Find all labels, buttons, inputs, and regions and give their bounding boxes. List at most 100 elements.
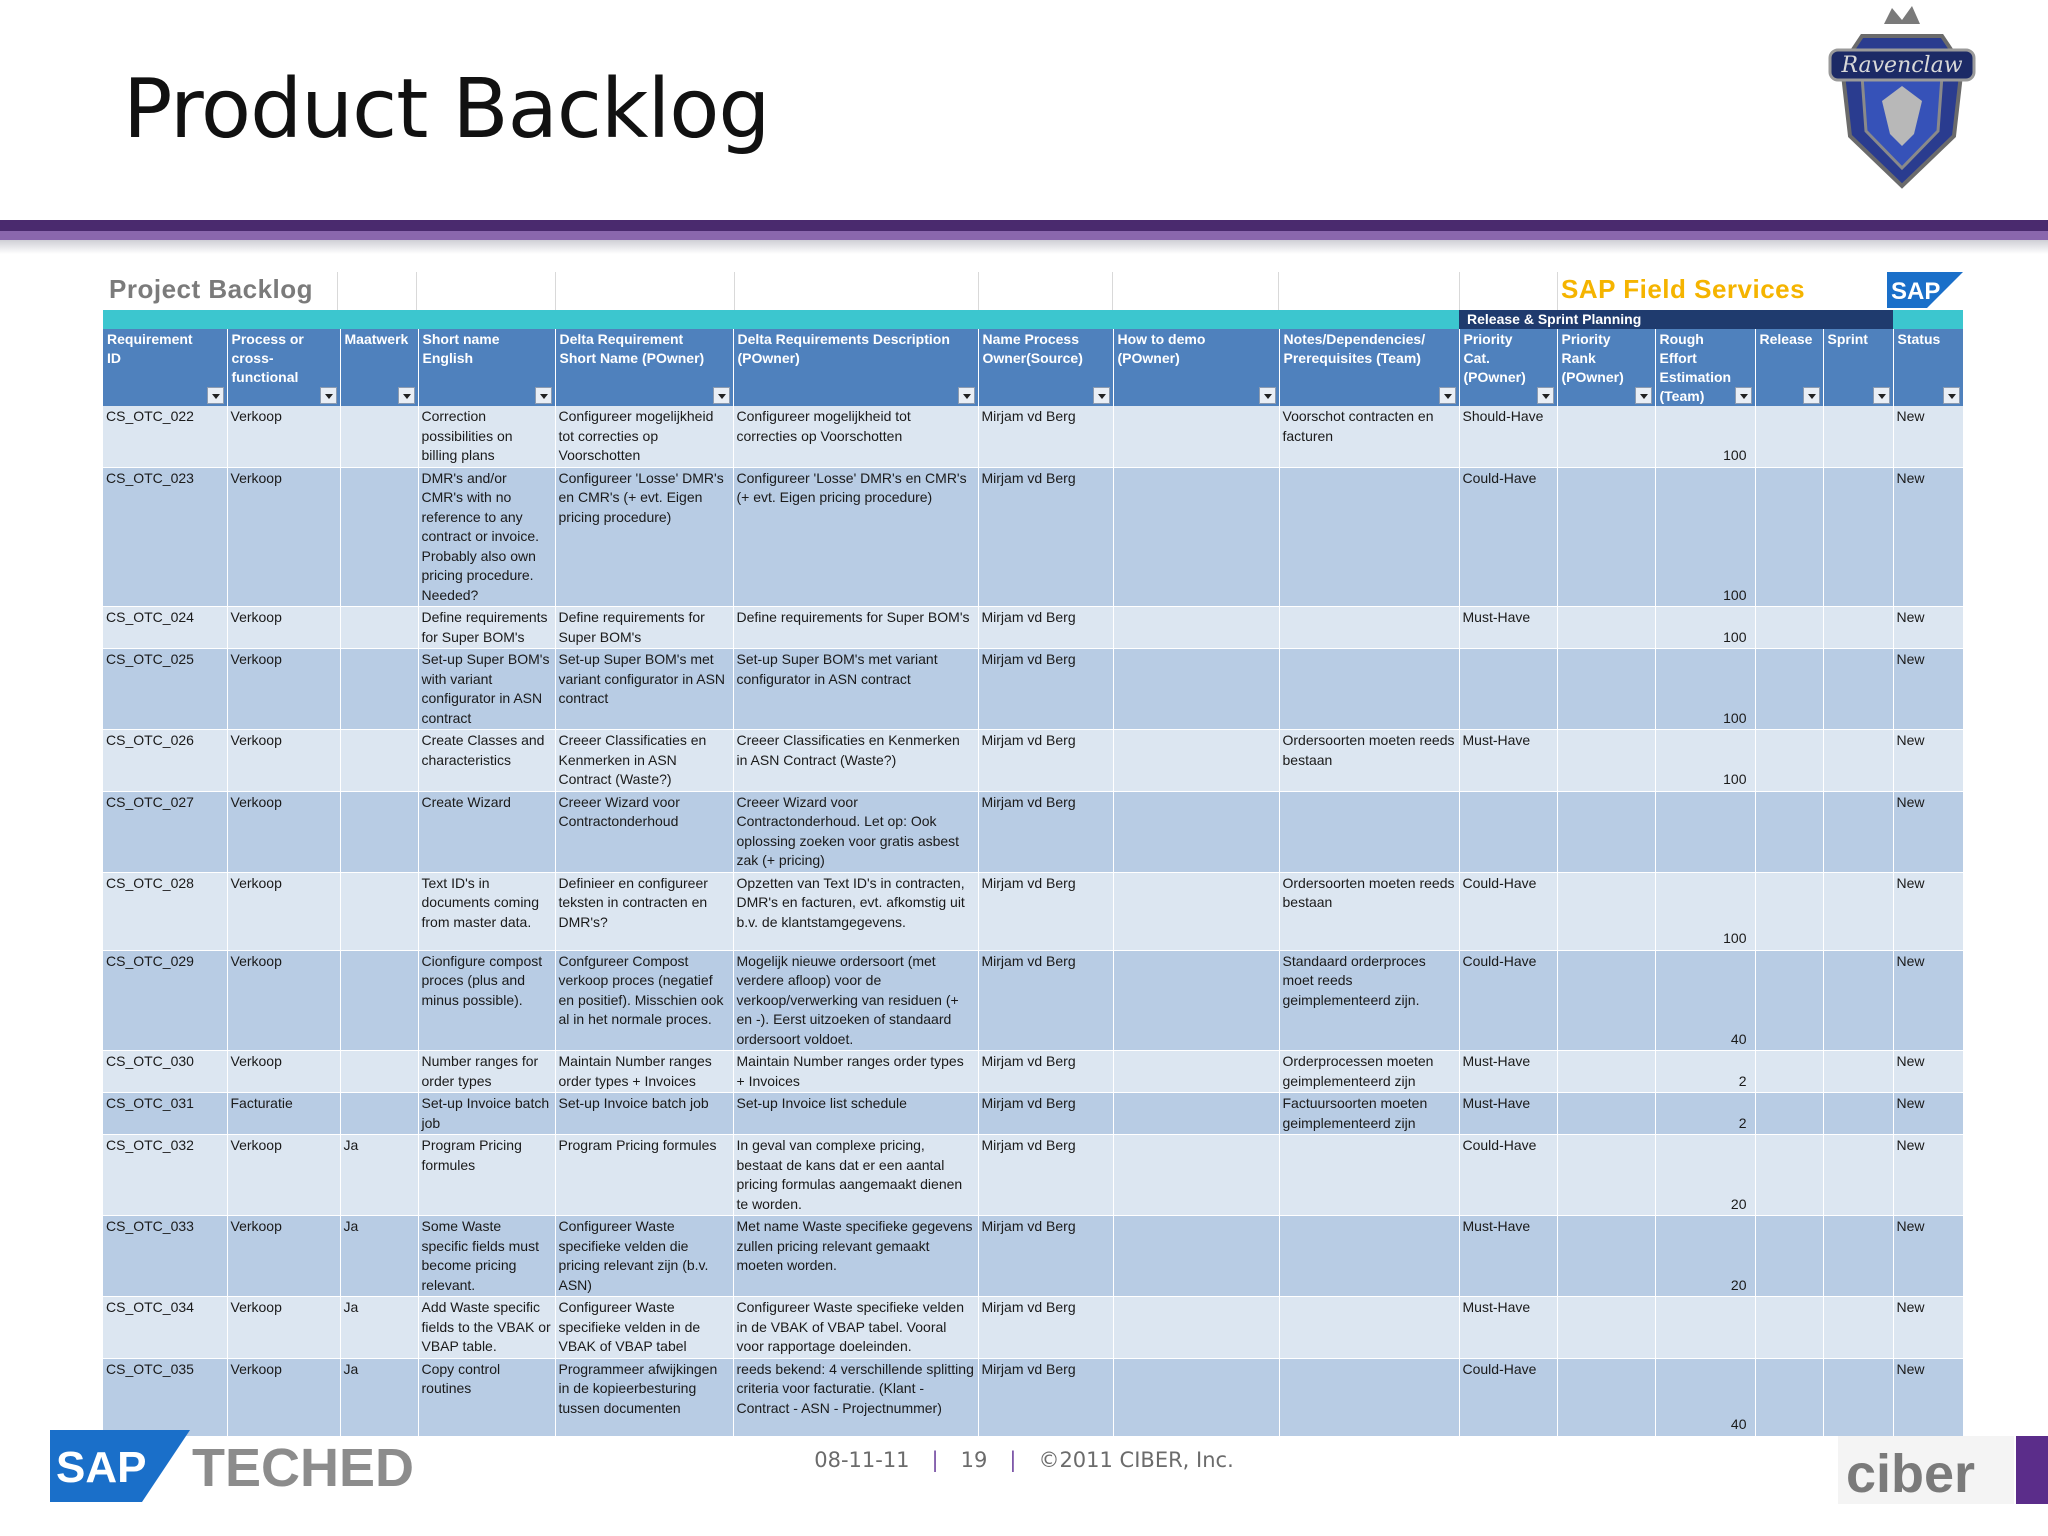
priority-cat-cell[interactable] bbox=[1459, 648, 1558, 730]
status-cell[interactable]: New bbox=[1893, 648, 1964, 730]
process-cell[interactable]: Verkoop bbox=[227, 467, 341, 607]
column-header[interactable]: Priority Cat. (POwner) bbox=[1459, 329, 1558, 406]
status-cell[interactable]: New bbox=[1893, 467, 1964, 607]
column-header[interactable]: Maatwerk bbox=[340, 329, 419, 406]
process-owner-cell[interactable]: Mirjam vd Berg bbox=[978, 1050, 1114, 1093]
release-cell[interactable] bbox=[1755, 791, 1824, 873]
priority-rank-cell[interactable] bbox=[1557, 467, 1656, 607]
delta-short-name-cell[interactable]: Set-up Invoice batch job bbox=[555, 1092, 734, 1135]
requirement-id[interactable]: CS_OTC_028 bbox=[103, 872, 228, 951]
column-header[interactable]: Release bbox=[1755, 329, 1824, 406]
how-to-demo-cell[interactable] bbox=[1113, 729, 1280, 792]
column-header[interactable]: Rough Effort Estimation (Team) bbox=[1655, 329, 1756, 406]
process-owner-cell[interactable]: Mirjam vd Berg bbox=[978, 406, 1114, 468]
delta-description-cell[interactable]: Configureer 'Losse' DMR's en CMR's (+ ev… bbox=[733, 467, 979, 607]
status-cell[interactable]: New bbox=[1893, 606, 1964, 649]
short-name-cell[interactable]: Correction possibilities on billing plan… bbox=[418, 406, 556, 468]
effort-cell[interactable] bbox=[1655, 1296, 1756, 1359]
process-cell[interactable]: Verkoop bbox=[227, 1215, 341, 1297]
priority-cat-cell[interactable]: Must-Have bbox=[1459, 1050, 1558, 1093]
requirement-id[interactable]: CS_OTC_030 bbox=[103, 1050, 228, 1093]
filter-dropdown-icon[interactable] bbox=[957, 387, 975, 404]
release-cell[interactable] bbox=[1755, 950, 1824, 1051]
notes-cell[interactable] bbox=[1279, 791, 1460, 873]
requirement-id[interactable]: CS_OTC_029 bbox=[103, 950, 228, 1051]
delta-short-name-cell[interactable]: Definieer en configureer teksten in cont… bbox=[555, 872, 734, 951]
notes-cell[interactable]: Standaard orderproces moet reeds geimple… bbox=[1279, 950, 1460, 1051]
short-name-cell[interactable]: Create Wizard bbox=[418, 791, 556, 873]
short-name-cell[interactable]: Cionfigure compost proces (plus and minu… bbox=[418, 950, 556, 1051]
priority-rank-cell[interactable] bbox=[1557, 791, 1656, 873]
process-owner-cell[interactable]: Mirjam vd Berg bbox=[978, 1092, 1114, 1135]
priority-rank-cell[interactable] bbox=[1557, 872, 1656, 951]
filter-dropdown-icon[interactable] bbox=[1734, 387, 1752, 404]
release-cell[interactable] bbox=[1755, 1092, 1824, 1135]
effort-cell[interactable]: 100 bbox=[1655, 606, 1756, 649]
filter-dropdown-icon[interactable] bbox=[1092, 387, 1110, 404]
priority-rank-cell[interactable] bbox=[1557, 1050, 1656, 1093]
requirement-id[interactable]: CS_OTC_026 bbox=[103, 729, 228, 792]
filter-dropdown-icon[interactable] bbox=[1536, 387, 1554, 404]
requirement-id[interactable]: CS_OTC_022 bbox=[103, 406, 228, 468]
delta-short-name-cell[interactable]: Configureer Waste specifieke velden die … bbox=[555, 1215, 734, 1297]
sprint-cell[interactable] bbox=[1823, 606, 1894, 649]
sprint-cell[interactable] bbox=[1823, 1358, 1894, 1437]
priority-rank-cell[interactable] bbox=[1557, 606, 1656, 649]
requirement-id[interactable]: CS_OTC_033 bbox=[103, 1215, 228, 1297]
sprint-cell[interactable] bbox=[1823, 1134, 1894, 1216]
priority-cat-cell[interactable]: Must-Have bbox=[1459, 729, 1558, 792]
requirement-id[interactable]: CS_OTC_034 bbox=[103, 1296, 228, 1359]
process-owner-cell[interactable]: Mirjam vd Berg bbox=[978, 872, 1114, 951]
status-cell[interactable]: New bbox=[1893, 791, 1964, 873]
priority-rank-cell[interactable] bbox=[1557, 1358, 1656, 1437]
process-owner-cell[interactable]: Mirjam vd Berg bbox=[978, 606, 1114, 649]
requirement-id[interactable]: CS_OTC_025 bbox=[103, 648, 228, 730]
priority-cat-cell[interactable]: Should-Have bbox=[1459, 406, 1558, 468]
how-to-demo-cell[interactable] bbox=[1113, 791, 1280, 873]
delta-short-name-cell[interactable]: Configureer 'Losse' DMR's en CMR's (+ ev… bbox=[555, 467, 734, 607]
process-owner-cell[interactable]: Mirjam vd Berg bbox=[978, 1358, 1114, 1437]
how-to-demo-cell[interactable] bbox=[1113, 1215, 1280, 1297]
delta-description-cell[interactable]: reeds bekend: 4 verschillende splitting … bbox=[733, 1358, 979, 1437]
delta-short-name-cell[interactable]: Configureer mogelijkheid tot correcties … bbox=[555, 406, 734, 468]
priority-rank-cell[interactable] bbox=[1557, 950, 1656, 1051]
short-name-cell[interactable]: Define requirements for Super BOM's bbox=[418, 606, 556, 649]
sprint-cell[interactable] bbox=[1823, 791, 1894, 873]
status-cell[interactable]: New bbox=[1893, 872, 1964, 951]
process-owner-cell[interactable]: Mirjam vd Berg bbox=[978, 791, 1114, 873]
priority-cat-cell[interactable]: Must-Have bbox=[1459, 1215, 1558, 1297]
maatwerk-cell[interactable] bbox=[340, 406, 419, 468]
notes-cell[interactable]: Factuursoorten moeten geimplementeerd zi… bbox=[1279, 1092, 1460, 1135]
maatwerk-cell[interactable] bbox=[340, 791, 419, 873]
priority-cat-cell[interactable]: Could-Have bbox=[1459, 467, 1558, 607]
status-cell[interactable]: New bbox=[1893, 1092, 1964, 1135]
process-owner-cell[interactable]: Mirjam vd Berg bbox=[978, 1134, 1114, 1216]
requirement-id[interactable]: CS_OTC_023 bbox=[103, 467, 228, 607]
how-to-demo-cell[interactable] bbox=[1113, 950, 1280, 1051]
column-header[interactable]: Notes/Dependencies/ Prerequisites (Team) bbox=[1279, 329, 1460, 406]
priority-rank-cell[interactable] bbox=[1557, 1296, 1656, 1359]
filter-dropdown-icon[interactable] bbox=[397, 387, 415, 404]
column-header[interactable]: Delta Requirement Short Name (POwner) bbox=[555, 329, 734, 406]
notes-cell[interactable] bbox=[1279, 1358, 1460, 1437]
how-to-demo-cell[interactable] bbox=[1113, 872, 1280, 951]
sprint-cell[interactable] bbox=[1823, 950, 1894, 1051]
process-cell[interactable]: Verkoop bbox=[227, 406, 341, 468]
priority-cat-cell[interactable]: Could-Have bbox=[1459, 1358, 1558, 1437]
maatwerk-cell[interactable] bbox=[340, 648, 419, 730]
priority-rank-cell[interactable] bbox=[1557, 406, 1656, 468]
sprint-cell[interactable] bbox=[1823, 1215, 1894, 1297]
notes-cell[interactable] bbox=[1279, 467, 1460, 607]
delta-description-cell[interactable]: Opzetten van Text ID's in contracten, DM… bbox=[733, 872, 979, 951]
effort-cell[interactable]: 40 bbox=[1655, 950, 1756, 1051]
process-cell[interactable]: Verkoop bbox=[227, 1358, 341, 1437]
process-owner-cell[interactable]: Mirjam vd Berg bbox=[978, 1215, 1114, 1297]
release-cell[interactable] bbox=[1755, 1134, 1824, 1216]
delta-short-name-cell[interactable]: Set-up Super BOM's met variant configura… bbox=[555, 648, 734, 730]
effort-cell[interactable]: 100 bbox=[1655, 467, 1756, 607]
short-name-cell[interactable]: Set-up Super BOM's with variant configur… bbox=[418, 648, 556, 730]
filter-dropdown-icon[interactable] bbox=[1802, 387, 1820, 404]
maatwerk-cell[interactable]: Ja bbox=[340, 1296, 419, 1359]
sprint-cell[interactable] bbox=[1823, 648, 1894, 730]
release-cell[interactable] bbox=[1755, 1215, 1824, 1297]
